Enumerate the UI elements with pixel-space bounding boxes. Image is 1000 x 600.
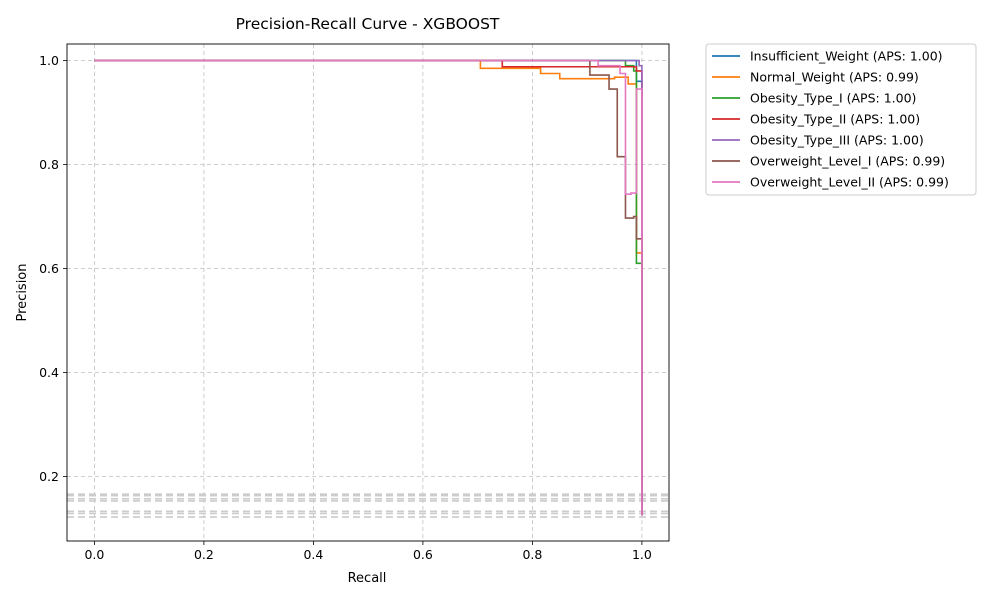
- x-axis-label: Recall: [348, 571, 387, 586]
- x-tick-label: 0.6: [413, 547, 433, 562]
- x-axis: 0.0 0.2 0.4 0.6 0.8 1.0: [84, 541, 652, 562]
- plot-frame: [66, 43, 670, 542]
- series-line-7: [94, 59, 643, 516]
- y-tick-label: 0.8: [39, 157, 59, 172]
- legend-label: Overweight_Level_II (APS: 0.99): [750, 175, 949, 190]
- y-tick-label: 0.2: [39, 469, 59, 484]
- legend-label: Normal_Weight (APS: 0.99): [750, 70, 919, 85]
- legend-frame: [705, 43, 977, 196]
- y-axis: 0.2 0.4 0.6 0.8 1.0: [39, 53, 67, 484]
- y-tick-label: 1.0: [39, 53, 59, 68]
- x-tick-label: 0.2: [194, 547, 214, 562]
- legend-label: Obesity_Type_II (APS: 1.00): [750, 112, 920, 127]
- x-tick-label: 0.0: [84, 547, 104, 562]
- legend-label: Insufficient_Weight (APS: 1.00): [750, 49, 943, 64]
- x-tick-label: 0.8: [522, 547, 542, 562]
- x-tick-label: 1.0: [632, 547, 652, 562]
- series-lines: [94, 59, 643, 516]
- y-tick-label: 0.4: [39, 365, 59, 380]
- series-line-3: [94, 59, 643, 516]
- y-axis-label: Precision: [15, 263, 30, 321]
- x-tick-label: 0.4: [303, 547, 323, 562]
- baseline-lines: [67, 493, 669, 518]
- y-tick-label: 0.6: [39, 261, 59, 276]
- legend-label: Overweight_Level_I (APS: 0.99): [750, 154, 945, 169]
- legend-label: Obesity_Type_I (APS: 1.00): [750, 91, 916, 106]
- legend: Insufficient_Weight (APS: 1.00) Normal_We…: [705, 43, 977, 196]
- legend-label: Obesity_Type_III (APS: 1.00): [750, 133, 924, 148]
- chart-title: Precision-Recall Curve - XGBOOST: [236, 15, 500, 33]
